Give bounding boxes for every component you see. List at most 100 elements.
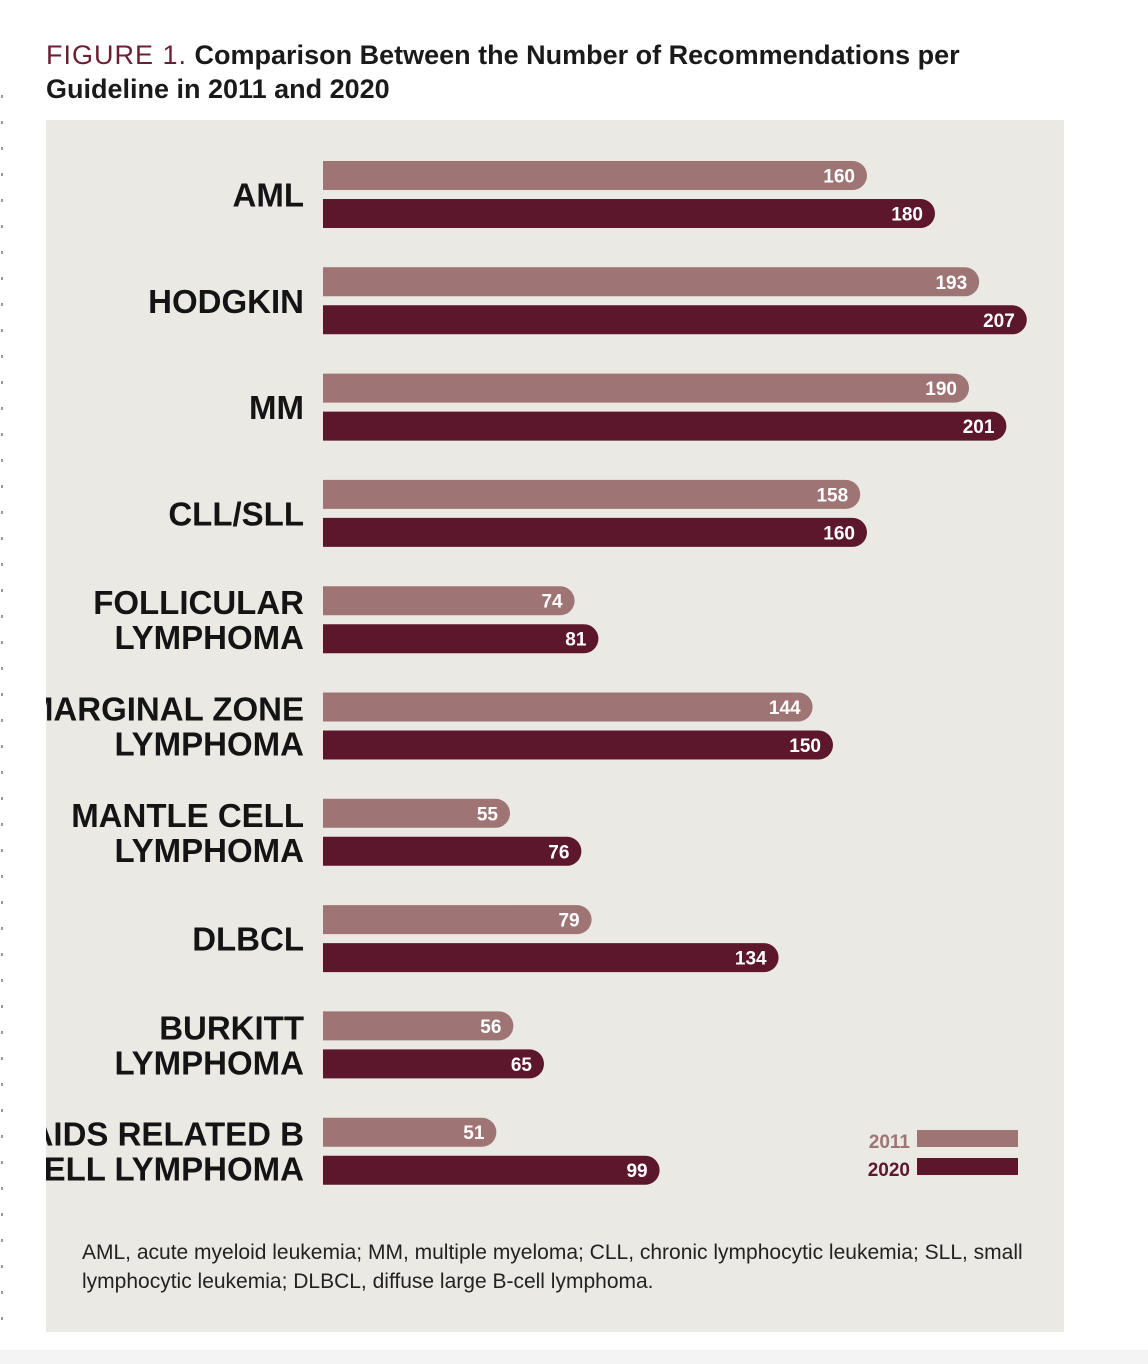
edge-mark [1, 225, 3, 228]
edge-mark [1, 1213, 3, 1216]
category-label: LYMPHOMA [115, 1044, 304, 1081]
edge-mark [1, 1161, 3, 1164]
edge-mark [1, 1291, 3, 1294]
edge-mark [1, 693, 3, 696]
bar-value-label: 134 [735, 949, 767, 970]
edge-mark [1, 641, 3, 644]
bar-2011 [323, 373, 969, 403]
edge-mark [1, 1187, 3, 1190]
bar-value-label: 56 [480, 1017, 501, 1038]
bar-value-label: 150 [789, 736, 821, 757]
page-bottom-strip [0, 1350, 1148, 1364]
edge-mark [1, 1239, 3, 1242]
edge-mark [1, 251, 3, 254]
legend-swatch-2020 [917, 1158, 1018, 1175]
category-label: LYMPHOMA [115, 619, 304, 656]
bar-value-label: 160 [823, 167, 855, 188]
category-label: MM [249, 389, 304, 426]
category-label: CLL/SLL [168, 495, 304, 532]
bar-2020 [323, 624, 599, 654]
bar-2011 [323, 692, 813, 722]
edge-mark [1, 953, 3, 956]
edge-mark [1, 147, 3, 150]
edge-mark [1, 823, 3, 826]
bar-2020 [323, 305, 1027, 335]
legend-label-2011: 2011 [869, 1132, 911, 1153]
edge-mark [1, 771, 3, 774]
edge-mark [1, 849, 3, 852]
figure-title-text: Comparison Between the Number of Recomme… [46, 40, 960, 104]
edge-mark [1, 95, 3, 98]
bar-value-label: 51 [463, 1123, 485, 1144]
bar-value-label: 74 [541, 592, 563, 613]
edge-mark [1, 303, 3, 306]
bar-2011 [323, 586, 575, 616]
bar-2020 [323, 730, 833, 760]
bar-value-label: 99 [626, 1161, 647, 1182]
bar-value-label: 180 [891, 205, 923, 226]
category-label: HODGKIN [148, 283, 304, 320]
bar-value-label: 76 [548, 842, 569, 863]
category-label: AIDS RELATED B [46, 1116, 304, 1153]
edge-mark [1, 563, 3, 566]
bar-2011 [323, 905, 592, 935]
bar-2011 [323, 479, 861, 509]
chart-panel: AML 160 180 HODGKIN 193 207 MM 190 201 CLL/SLL 158… [46, 120, 1064, 1332]
bar-chart: AML 160 180 HODGKIN 193 207 MM 190 201 CLL/SLL 158… [46, 161, 1027, 1188]
category-label: DLBCL [192, 921, 304, 958]
edge-mark [1, 719, 3, 722]
edge-mark [1, 589, 3, 592]
edge-mark [1, 537, 3, 540]
bar-2020 [323, 411, 1007, 441]
bar-value-label: 160 [823, 523, 855, 544]
edge-mark [1, 511, 3, 514]
bar-value-label: 79 [558, 911, 579, 932]
edge-mark [1, 1083, 3, 1086]
category-label: FOLLICULAR [93, 584, 304, 621]
edge-mark [1, 277, 3, 280]
bar-value-label: 81 [565, 630, 587, 651]
edge-mark [1, 979, 3, 982]
bar-2020 [323, 943, 779, 973]
legend-swatch-2011 [917, 1130, 1018, 1147]
bar-value-label: 144 [769, 698, 801, 719]
edge-mark [1, 1005, 3, 1008]
edge-mark [1, 745, 3, 748]
edge-mark [1, 1317, 3, 1320]
bar-2020 [323, 1049, 544, 1079]
edge-mark [1, 1031, 3, 1034]
edge-mark [1, 121, 3, 124]
legend-label-2020: 2020 [868, 1160, 910, 1181]
edge-mark [1, 797, 3, 800]
edge-mark [1, 1109, 3, 1112]
category-label: MANTLE CELL [71, 797, 304, 834]
bar-2011 [323, 1011, 514, 1041]
bar-2011 [323, 1117, 497, 1147]
figure-title: FIGURE 1. Comparison Between the Number … [46, 38, 1056, 106]
bar-value-label: 158 [816, 485, 848, 506]
bar-2011 [323, 161, 867, 190]
bar-2011 [323, 798, 510, 828]
edge-mark [1, 927, 3, 930]
category-label: BURKITT [159, 1009, 304, 1046]
figure-footnote: AML, acute myeloid leukemia; MM, multipl… [82, 1241, 1023, 1293]
edge-mark [1, 667, 3, 670]
bar-2020 [323, 1155, 660, 1185]
bar-value-label: 190 [925, 379, 957, 400]
bar-value-label: 201 [963, 417, 995, 438]
bar-2011 [323, 267, 980, 297]
edge-mark [1, 901, 3, 904]
edge-mark [1, 433, 3, 436]
edge-mark [1, 199, 3, 202]
page-edge-marks [0, 0, 8, 1364]
bar-value-label: 55 [477, 804, 499, 825]
bar-value-label: 193 [935, 273, 967, 294]
edge-mark [1, 355, 3, 358]
bar-2020 [323, 517, 867, 547]
category-label: LYMPHOMA [115, 832, 304, 869]
category-label: LYMPHOMA [115, 726, 304, 763]
edge-mark [1, 875, 3, 878]
bar-value-label: 65 [511, 1055, 533, 1076]
bar-2020 [323, 199, 935, 228]
edge-mark [1, 615, 3, 618]
